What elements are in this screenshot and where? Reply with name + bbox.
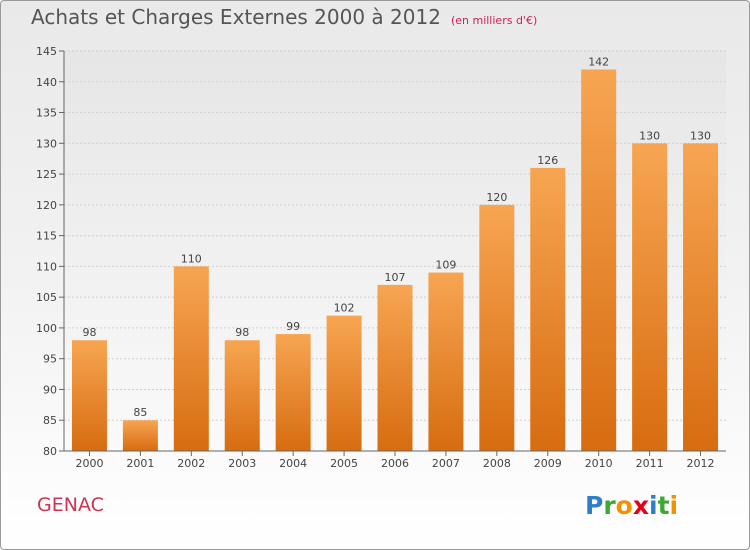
data-label: 120 — [486, 191, 507, 204]
data-label: 107 — [385, 271, 406, 284]
data-label: 130 — [639, 129, 660, 142]
bar-2008 — [479, 204, 515, 451]
commune-name: GENAC — [37, 494, 104, 516]
x-tick-label: 2001 — [126, 457, 154, 470]
data-label: 99 — [286, 320, 300, 333]
bar-2002 — [173, 266, 209, 451]
logo-letter: r — [603, 491, 616, 520]
y-tick-label: 90 — [43, 383, 57, 396]
x-tick-label: 2006 — [381, 457, 409, 470]
logo-letter: x — [632, 491, 649, 520]
data-label: 98 — [235, 326, 249, 339]
x-tick-label: 2005 — [330, 457, 358, 470]
y-tick-label: 85 — [43, 414, 57, 427]
bar-2011 — [632, 143, 668, 452]
data-label: 142 — [588, 55, 609, 68]
data-label: 130 — [690, 129, 711, 142]
bars — [71, 69, 719, 452]
logo-letter: t — [657, 491, 670, 520]
logo-letter: i — [649, 491, 658, 520]
x-tick-label: 2008 — [483, 457, 511, 470]
x-tick-label: 2004 — [279, 457, 307, 470]
bar-2005 — [326, 315, 362, 451]
logo-letter: i — [669, 491, 679, 520]
y-tick-label: 100 — [36, 322, 57, 335]
logo-letter: o — [615, 491, 633, 520]
unit-note: (en milliers d'€) — [450, 14, 538, 27]
y-tick-label: 115 — [36, 230, 57, 243]
y-tick-label: 125 — [36, 168, 57, 181]
y-tick-label: 110 — [36, 260, 57, 273]
y-tick-label: 120 — [36, 199, 57, 212]
bar-2004 — [275, 334, 311, 451]
x-tick-label: 2009 — [534, 457, 562, 470]
data-label: 110 — [181, 252, 202, 265]
data-label: 109 — [435, 259, 456, 272]
bar-2012 — [683, 143, 719, 452]
data-label: 85 — [133, 406, 147, 419]
data-labels: 98 85 110 98 99 102 107 109 120 126 142 130 130 — [82, 55, 711, 419]
chart-title: Achats et Charges Externes 2000 à 2012 (e… — [31, 5, 537, 29]
data-label: 102 — [334, 302, 355, 315]
data-label: 126 — [537, 154, 558, 167]
bar-2007 — [428, 272, 464, 451]
y-tick-label: 80 — [43, 445, 57, 458]
y-tick-label: 135 — [36, 107, 57, 120]
x-tick-label: 2007 — [432, 457, 460, 470]
y-tick-label: 130 — [36, 137, 57, 150]
y-tick-labels: 80 85 90 95 100 105 110 115 120 125 130 135 140 145 — [36, 45, 64, 458]
logo-letter: P — [585, 491, 604, 520]
x-tick-label: 2002 — [177, 457, 205, 470]
proxiti-logo: Proxiti — [585, 491, 678, 520]
x-tick-label: 2003 — [228, 457, 256, 470]
bar-2010 — [581, 69, 617, 451]
y-tick-label: 105 — [36, 291, 57, 304]
bar-2000 — [71, 340, 107, 451]
y-tick-label: 140 — [36, 76, 57, 89]
y-tick-label: 95 — [43, 353, 57, 366]
x-tick-label: 2000 — [75, 457, 103, 470]
data-label: 98 — [82, 326, 96, 339]
x-tick-label: 2012 — [687, 457, 715, 470]
y-tick-label: 145 — [36, 45, 57, 58]
chart-title-text: Achats et Charges Externes 2000 à 2012 — [31, 5, 441, 29]
bar-2001 — [122, 420, 158, 451]
x-tick-labels: 2000 2001 2002 2003 2004 2005 2006 2007 2008 2009… — [75, 451, 715, 470]
x-tick-label: 2011 — [636, 457, 664, 470]
bar-2009 — [530, 167, 566, 451]
bar-2003 — [224, 340, 260, 451]
x-tick-label: 2010 — [585, 457, 613, 470]
bar-2006 — [377, 284, 413, 451]
